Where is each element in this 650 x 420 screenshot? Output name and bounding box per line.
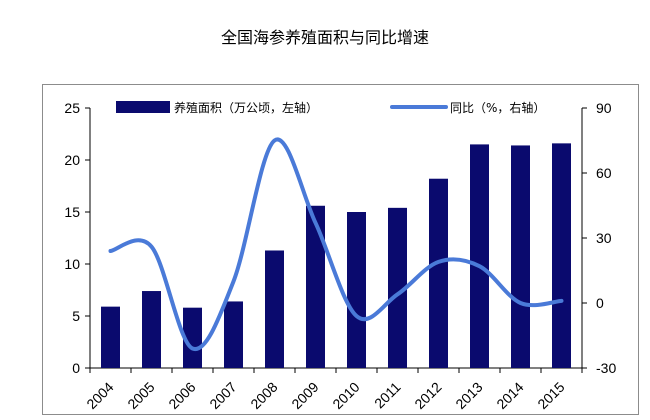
bar-2011 bbox=[388, 207, 407, 368]
bar-2012 bbox=[429, 178, 448, 368]
x-tick-label: 2006 bbox=[165, 379, 198, 412]
x-tick-label: 2010 bbox=[329, 379, 362, 412]
right-tick-label: 30 bbox=[596, 230, 612, 246]
left-tick-label: 10 bbox=[64, 256, 80, 272]
right-tick-label: 0 bbox=[596, 295, 604, 311]
left-tick-label: 15 bbox=[64, 204, 80, 220]
line-series-yoy bbox=[108, 137, 564, 351]
legend-bar-swatch bbox=[116, 101, 170, 113]
x-tick-label: 2005 bbox=[124, 379, 157, 412]
bar-2004 bbox=[101, 306, 120, 368]
x-tick-label: 2004 bbox=[83, 379, 116, 412]
chart-frame bbox=[42, 84, 639, 415]
x-tick-label: 2009 bbox=[288, 379, 321, 412]
x-tick-label: 2011 bbox=[371, 379, 404, 412]
x-tick-label: 2014 bbox=[493, 379, 526, 412]
x-tick-label: 2013 bbox=[452, 379, 485, 412]
bar-2010 bbox=[347, 212, 366, 368]
left-tick-label: 25 bbox=[64, 100, 80, 116]
right-tick-label: 90 bbox=[596, 100, 612, 116]
right-tick-label: 60 bbox=[596, 165, 612, 181]
x-tick-label: 2012 bbox=[411, 379, 444, 412]
bar-2014 bbox=[511, 145, 530, 368]
bar-2013 bbox=[470, 144, 489, 368]
right-tick-label: -30 bbox=[596, 360, 616, 376]
bar-2009 bbox=[306, 205, 325, 368]
bar-2005 bbox=[142, 291, 161, 368]
bar-2006 bbox=[183, 307, 202, 368]
x-tick-label: 2008 bbox=[247, 379, 280, 412]
bar-2008 bbox=[265, 250, 284, 368]
bar-2015 bbox=[552, 143, 571, 368]
legend-bar-label: 养殖面积（万公顷，左轴） bbox=[174, 100, 318, 115]
legend-line-label: 同比（%，右轴） bbox=[450, 100, 545, 115]
left-tick-label: 0 bbox=[72, 360, 80, 376]
left-tick-label: 5 bbox=[72, 308, 80, 324]
chart-title: 全国海参养殖面积与同比增速 bbox=[220, 28, 429, 47]
bar-2007 bbox=[224, 301, 243, 368]
left-tick-label: 20 bbox=[64, 152, 80, 168]
x-tick-label: 2007 bbox=[206, 379, 239, 412]
x-tick-label: 2015 bbox=[534, 379, 567, 412]
